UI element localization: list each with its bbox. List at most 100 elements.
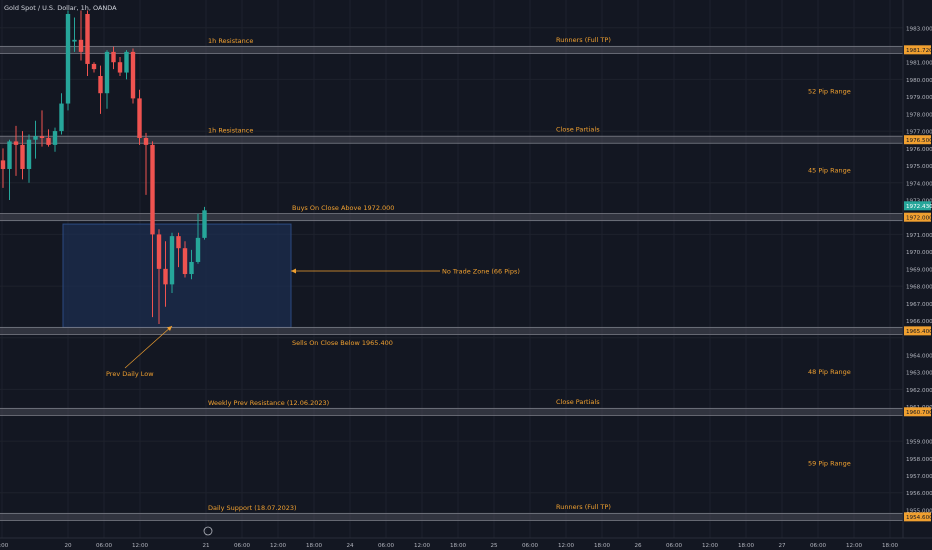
level-band[interactable] — [0, 45, 903, 54]
price-level-tag[interactable] — [904, 407, 931, 417]
price-level-tag[interactable] — [904, 326, 931, 336]
time-tick-label: 18:00 — [450, 543, 467, 549]
price-axis-bg — [903, 0, 932, 538]
pip-range-label: 48 Pip Range — [808, 368, 851, 376]
candle-body — [26, 139, 32, 169]
price-tick-label: 1974.000 — [906, 181, 932, 187]
price-level-tag-label: 1965.400 — [906, 329, 932, 335]
level-left-label: 1h Resistance — [208, 37, 253, 45]
candle-body — [13, 141, 19, 145]
level-lines[interactable]: 1h Resistance Runners (Full TP) 1h Resista… — [0, 36, 903, 521]
replay-icon — [203, 526, 213, 536]
level-band[interactable] — [0, 135, 903, 144]
candle-body — [124, 51, 129, 73]
candle-body — [39, 136, 45, 138]
price-tick-label: 1968.000 — [906, 285, 932, 291]
candle-body — [176, 236, 181, 249]
level-band[interactable] — [0, 213, 903, 222]
price-tick-label: 1964.000 — [906, 353, 932, 359]
time-tick-label: 24 — [346, 543, 354, 549]
price-tick-label: 1963.000 — [906, 371, 932, 377]
level-left-label: Buys On Close Above 1972.000 — [292, 204, 394, 212]
level-right-label: Close Partials — [556, 126, 600, 134]
price-tick-label: 1957.000 — [906, 474, 932, 480]
time-tick-label: 25 — [490, 543, 498, 549]
price-level-tag[interactable] — [904, 45, 931, 55]
candle-body — [46, 137, 51, 145]
level-band[interactable] — [0, 407, 903, 416]
level-right-label: Runners (Full TP) — [556, 36, 611, 44]
time-tick-label: 06:00 — [810, 543, 827, 549]
price-level-tag[interactable] — [904, 135, 931, 145]
time-axis[interactable]: 2:00 20 06:00 12:00 21 06:00 12:00 18:00 24 06:00… — [0, 537, 932, 550]
price-tick-label: 1962.000 — [906, 388, 932, 394]
candle-body — [150, 144, 155, 235]
price-tick-label: 1969.000 — [906, 267, 932, 273]
current-price-label: 1972.430 — [906, 204, 932, 210]
time-tick-label: 06:00 — [378, 543, 395, 549]
current-price-tag[interactable] — [904, 201, 931, 211]
time-tick-label: 06:00 — [666, 543, 683, 549]
price-tick-label: 1956.000 — [906, 491, 932, 497]
candle-body — [130, 51, 136, 99]
price-tick-label: 1971.000 — [906, 233, 932, 239]
price-tick-label: 1981.000 — [906, 61, 932, 67]
price-tick-label: 1959.000 — [906, 440, 932, 446]
price-axis[interactable]: 1983.000 1981.000 1980.000 1979.000 1978.000… — [902, 0, 932, 538]
level-left-label: 1h Resistance — [208, 127, 253, 135]
time-tick-label: 12:00 — [846, 543, 863, 549]
time-tick-label: 18:00 — [594, 543, 611, 549]
candle-body — [91, 63, 97, 70]
time-axis-bg — [0, 538, 932, 550]
price-tick-label: 1975.000 — [906, 164, 932, 170]
prev-daily-low-label: Prev Daily Low — [106, 370, 154, 378]
time-tick-label: 21 — [202, 543, 210, 549]
level-right-label: Close Partials — [556, 398, 600, 406]
price-tick-label: 1955.000 — [906, 508, 932, 514]
candle-body — [72, 39, 77, 42]
prev-daily-low-line — [124, 325, 173, 369]
time-tick-label: 06:00 — [96, 543, 113, 549]
candle-body — [111, 51, 116, 63]
price-level-tag-label: 1976.500 — [906, 138, 932, 144]
price-level-tag[interactable] — [904, 212, 931, 222]
price-tick-label: 1970.000 — [906, 250, 932, 256]
time-tick-label: 18:00 — [882, 543, 899, 549]
candle-body — [59, 103, 64, 132]
price-level-tag[interactable] — [904, 512, 931, 522]
time-tick-label: 27 — [778, 543, 786, 549]
annotations: 52 Pip Range 45 Pip Range 48 Pip Range 59 P… — [106, 87, 851, 536]
time-tick-label: 18:00 — [306, 543, 323, 549]
price-tick-label: 1967.000 — [906, 302, 932, 308]
level-band[interactable] — [0, 512, 903, 521]
candle-body — [156, 234, 162, 269]
candlestick-series — [0, 10, 207, 324]
level-band[interactable] — [0, 326, 903, 335]
zone-pointer-arrow — [291, 268, 296, 274]
candle-body — [20, 144, 25, 169]
time-tick-label: 12:00 — [270, 543, 287, 549]
time-tick-label: 20 — [64, 543, 72, 549]
candle-body — [52, 131, 58, 145]
time-tick-label: 18:00 — [738, 543, 755, 549]
candle-body — [143, 137, 149, 145]
zone-label: No Trade Zone (66 Pips) — [442, 268, 520, 276]
price-tick-label: 1977.000 — [906, 130, 932, 136]
pip-range-label: 59 Pip Range — [808, 459, 851, 467]
time-tick-label: 12:00 — [132, 543, 149, 549]
pip-range-label: 52 Pip Range — [808, 87, 851, 95]
pip-range-label: 45 Pip Range — [808, 167, 851, 175]
level-right-label: Runners (Full TP) — [556, 503, 611, 511]
time-tick-label: 26 — [634, 543, 642, 549]
price-tick-label: 1983.000 — [906, 26, 932, 32]
candle-body — [195, 237, 201, 262]
price-tick-label: 1979.000 — [906, 95, 932, 101]
symbol-title: Gold Spot / U.S. Dollar, 1h, OANDA — [4, 4, 117, 12]
candle-body — [78, 39, 84, 52]
candle-body — [98, 75, 103, 94]
price-tick-label: 1980.000 — [906, 78, 932, 84]
level-left-label: Weekly Prev Resistance (12.06.2023) — [208, 399, 329, 407]
candle-body — [169, 236, 175, 285]
price-tick-label: 1978.000 — [906, 112, 932, 118]
